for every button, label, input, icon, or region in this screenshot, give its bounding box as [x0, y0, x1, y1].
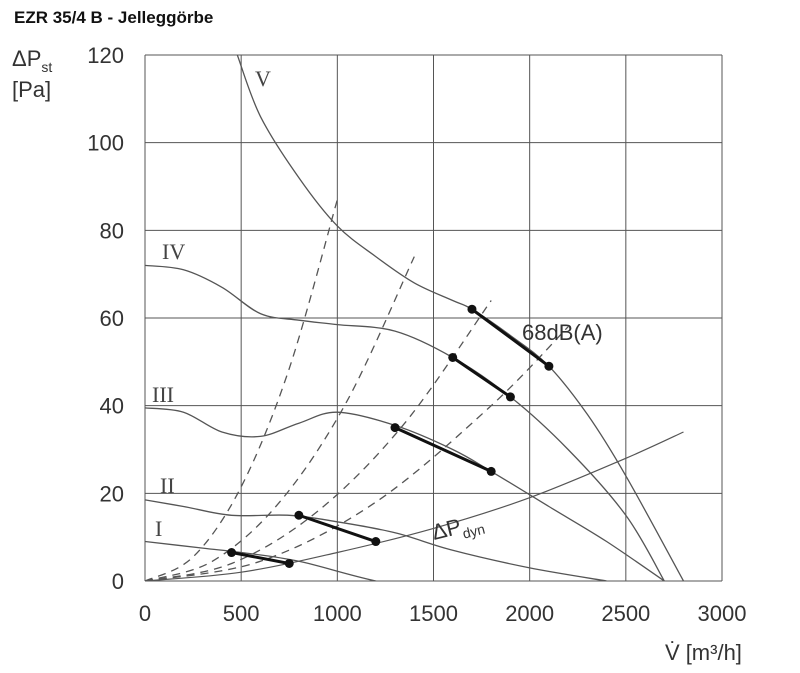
sound-point — [371, 537, 381, 547]
dynamic-pressure-symbol: ΔP — [429, 513, 464, 544]
curves — [145, 55, 685, 581]
system-curve-2 — [145, 256, 415, 581]
x-axis-unit: [m³/h] — [686, 640, 742, 665]
fan-curve-I — [145, 540, 380, 581]
y-tick-label: 40 — [100, 394, 124, 419]
y-tick-label: 0 — [112, 569, 124, 594]
sound-point — [505, 392, 515, 402]
sound-point — [390, 423, 400, 433]
dynamic-pressure-sub: dyn — [461, 521, 487, 542]
system-curve-1 — [145, 199, 338, 581]
sound-point — [227, 548, 237, 558]
grid — [144, 54, 723, 582]
y-tick-label: 60 — [100, 306, 124, 331]
y-tick-label: 80 — [100, 218, 124, 243]
x-tick-label: 1000 — [313, 601, 362, 626]
y-axis-symbol: ΔP — [12, 46, 41, 71]
sound-point — [448, 352, 458, 362]
y-axis-unit: [Pa] — [12, 77, 51, 102]
fan-curve-IV — [145, 264, 665, 581]
x-axis-label: V̇ [m³/h] — [665, 640, 742, 665]
x-tick-label: 2500 — [601, 601, 650, 626]
sound-point — [544, 361, 554, 371]
series-label-V: V — [255, 66, 271, 91]
sound-point — [467, 304, 477, 314]
sound-segment-5 — [470, 307, 551, 368]
sound-segment-3 — [393, 426, 493, 473]
sound-segment-1 — [230, 551, 291, 565]
sound-segment-4 — [451, 355, 512, 399]
y-tick-label: 100 — [87, 131, 124, 156]
fan-curve-III — [145, 407, 665, 581]
x-tick-label: 0 — [139, 601, 151, 626]
dynamic-pressure-curve — [145, 431, 684, 581]
x-tick-label: 1500 — [409, 601, 458, 626]
fan-curve-II — [145, 499, 607, 581]
series-label-IV: IV — [162, 239, 185, 264]
y-tick-label: 120 — [87, 43, 124, 68]
system-curve-3 — [145, 300, 492, 581]
series-label-II: II — [160, 473, 175, 498]
y-axis-label: ΔPst — [12, 46, 52, 75]
series-label-III: III — [152, 382, 174, 407]
x-tick-label: 2000 — [505, 601, 554, 626]
labels: 0 500 1000 1500 2000 2500 3000 0 20 40 60 80 100 120 I… — [12, 43, 746, 665]
sound-point — [294, 510, 304, 520]
sound-point — [284, 558, 294, 568]
sound-segment-2 — [297, 513, 378, 544]
page-title: EZR 35/4 B - Jelleggörbe — [14, 8, 214, 27]
fan-curve-V — [236, 55, 685, 581]
x-tick-label: 500 — [223, 601, 260, 626]
dynamic-pressure-label: ΔPdyn — [429, 508, 486, 549]
sound-point — [486, 466, 496, 476]
series-label-I: I — [155, 516, 162, 541]
x-tick-label: 3000 — [698, 601, 747, 626]
sound-level-label: 68dB(A) — [522, 320, 603, 345]
y-axis-sub: st — [41, 59, 52, 75]
x-axis-symbol: V̇ — [665, 640, 680, 665]
system-curve-4 — [145, 326, 569, 581]
y-tick-label: 20 — [100, 481, 124, 506]
